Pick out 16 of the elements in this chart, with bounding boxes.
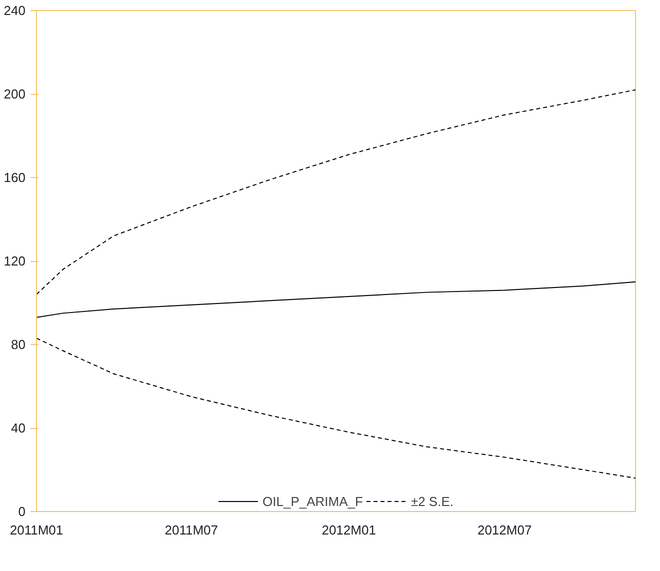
x-tick-label: 2011M07 — [164, 522, 218, 538]
y-tick-label: 160 — [4, 170, 26, 185]
y-tick-label: 120 — [4, 254, 26, 268]
y-tick-label: 40 — [11, 420, 26, 436]
legend-label: ±2 S.E. — [410, 494, 454, 508]
x-tick-label: 2011M01 — [10, 522, 64, 538]
x-tick-label: 2012M01 — [322, 522, 376, 538]
y-tick-label: 240 — [4, 3, 26, 18]
line-series — [36, 338, 636, 479]
line-series — [36, 89, 636, 295]
line-series — [36, 281, 636, 318]
legend-label: OIL_P_ARIMA_F — [262, 494, 363, 508]
y-tick-label: 0 — [18, 504, 26, 519]
y-tick-label: 200 — [4, 86, 26, 102]
y-tick-label: 80 — [11, 337, 26, 352]
x-tick-label: 2012M07 — [477, 522, 532, 538]
